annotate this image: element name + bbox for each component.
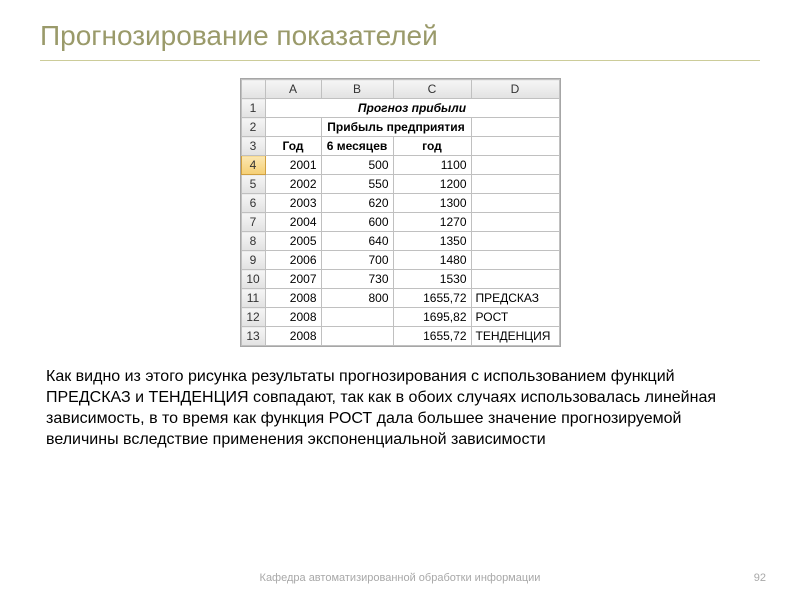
cell[interactable]: 1655,72 <box>393 289 471 308</box>
table-row: 3 Год 6 месяцев год <box>241 137 559 156</box>
cell[interactable]: 600 <box>321 213 393 232</box>
table-row: 8 2005 640 1350 <box>241 232 559 251</box>
table-row: 10 2007 730 1530 <box>241 270 559 289</box>
cell[interactable]: год <box>393 137 471 156</box>
row-header[interactable]: 11 <box>241 289 265 308</box>
row-header[interactable]: 8 <box>241 232 265 251</box>
col-header[interactable]: B <box>321 80 393 99</box>
cell[interactable]: 700 <box>321 251 393 270</box>
cell[interactable]: 800 <box>321 289 393 308</box>
row-header[interactable]: 5 <box>241 175 265 194</box>
cell[interactable]: ТЕНДЕНЦИЯ <box>471 327 559 346</box>
cell-merged-title[interactable]: Прогноз прибыли <box>265 99 559 118</box>
cell[interactable]: 2001 <box>265 156 321 175</box>
cell[interactable]: 2005 <box>265 232 321 251</box>
cell[interactable]: 1350 <box>393 232 471 251</box>
cell[interactable]: 2008 <box>265 327 321 346</box>
cell[interactable]: 730 <box>321 270 393 289</box>
cell[interactable]: ПРЕДСКАЗ <box>471 289 559 308</box>
cell[interactable] <box>471 232 559 251</box>
table-row: 5 2002 550 1200 <box>241 175 559 194</box>
cell[interactable]: 1530 <box>393 270 471 289</box>
cell-subheader[interactable]: Прибыль предприятия <box>321 118 471 137</box>
row-header[interactable]: 3 <box>241 137 265 156</box>
table-row: 11 2008 800 1655,72 ПРЕДСКАЗ <box>241 289 559 308</box>
table-row: 7 2004 600 1270 <box>241 213 559 232</box>
cell[interactable] <box>265 118 321 137</box>
row-header[interactable]: 13 <box>241 327 265 346</box>
row-header[interactable]: 12 <box>241 308 265 327</box>
table-row: 13 2008 1655,72 ТЕНДЕНЦИЯ <box>241 327 559 346</box>
cell[interactable] <box>471 251 559 270</box>
row-header[interactable]: 10 <box>241 270 265 289</box>
cell[interactable]: 2003 <box>265 194 321 213</box>
cell[interactable]: 6 месяцев <box>321 137 393 156</box>
cell[interactable]: 1100 <box>393 156 471 175</box>
cell[interactable]: 2008 <box>265 289 321 308</box>
cell[interactable] <box>471 270 559 289</box>
cell[interactable]: 2004 <box>265 213 321 232</box>
table-row: 12 2008 1695,82 РОСТ <box>241 308 559 327</box>
body-paragraph: Как видно из этого рисунка результаты пр… <box>40 366 760 450</box>
row-header[interactable]: 2 <box>241 118 265 137</box>
cell[interactable] <box>471 156 559 175</box>
cell[interactable]: РОСТ <box>471 308 559 327</box>
table-row: 4 2001 500 1100 <box>241 156 559 175</box>
cell[interactable]: 500 <box>321 156 393 175</box>
cell[interactable] <box>321 308 393 327</box>
slide-title: Прогнозирование показателей <box>40 20 760 61</box>
spreadsheet-area: A B C D 1 Прогноз прибыли 2 Прибыль пред… <box>40 79 760 346</box>
table-row: 2 Прибыль предприятия <box>241 118 559 137</box>
cell[interactable]: 1200 <box>393 175 471 194</box>
cell[interactable]: 640 <box>321 232 393 251</box>
table-row: 9 2006 700 1480 <box>241 251 559 270</box>
cell[interactable] <box>471 118 559 137</box>
row-header[interactable]: 6 <box>241 194 265 213</box>
cell[interactable] <box>471 137 559 156</box>
cell[interactable]: Год <box>265 137 321 156</box>
cell[interactable]: 1300 <box>393 194 471 213</box>
cell[interactable]: 2006 <box>265 251 321 270</box>
cell[interactable]: 2007 <box>265 270 321 289</box>
row-header[interactable]: 7 <box>241 213 265 232</box>
cell[interactable]: 2008 <box>265 308 321 327</box>
select-all-corner[interactable] <box>241 80 265 99</box>
cell[interactable]: 1480 <box>393 251 471 270</box>
cell[interactable]: 1655,72 <box>393 327 471 346</box>
cell[interactable] <box>321 327 393 346</box>
col-header-row: A B C D <box>241 80 559 99</box>
col-header[interactable]: D <box>471 80 559 99</box>
cell[interactable]: 2002 <box>265 175 321 194</box>
row-header[interactable]: 1 <box>241 99 265 118</box>
col-header[interactable]: C <box>393 80 471 99</box>
cell[interactable]: 620 <box>321 194 393 213</box>
cell[interactable] <box>471 194 559 213</box>
spreadsheet-table: A B C D 1 Прогноз прибыли 2 Прибыль пред… <box>241 79 560 346</box>
page-number: 92 <box>754 572 766 584</box>
row-header[interactable]: 4 <box>241 156 265 175</box>
footer-text: Кафедра автоматизированной обработки инф… <box>0 572 800 584</box>
col-header[interactable]: A <box>265 80 321 99</box>
cell[interactable]: 1270 <box>393 213 471 232</box>
row-header[interactable]: 9 <box>241 251 265 270</box>
cell[interactable]: 1695,82 <box>393 308 471 327</box>
cell[interactable] <box>471 175 559 194</box>
cell[interactable] <box>471 213 559 232</box>
table-row: 1 Прогноз прибыли <box>241 99 559 118</box>
table-row: 6 2003 620 1300 <box>241 194 559 213</box>
cell[interactable]: 550 <box>321 175 393 194</box>
